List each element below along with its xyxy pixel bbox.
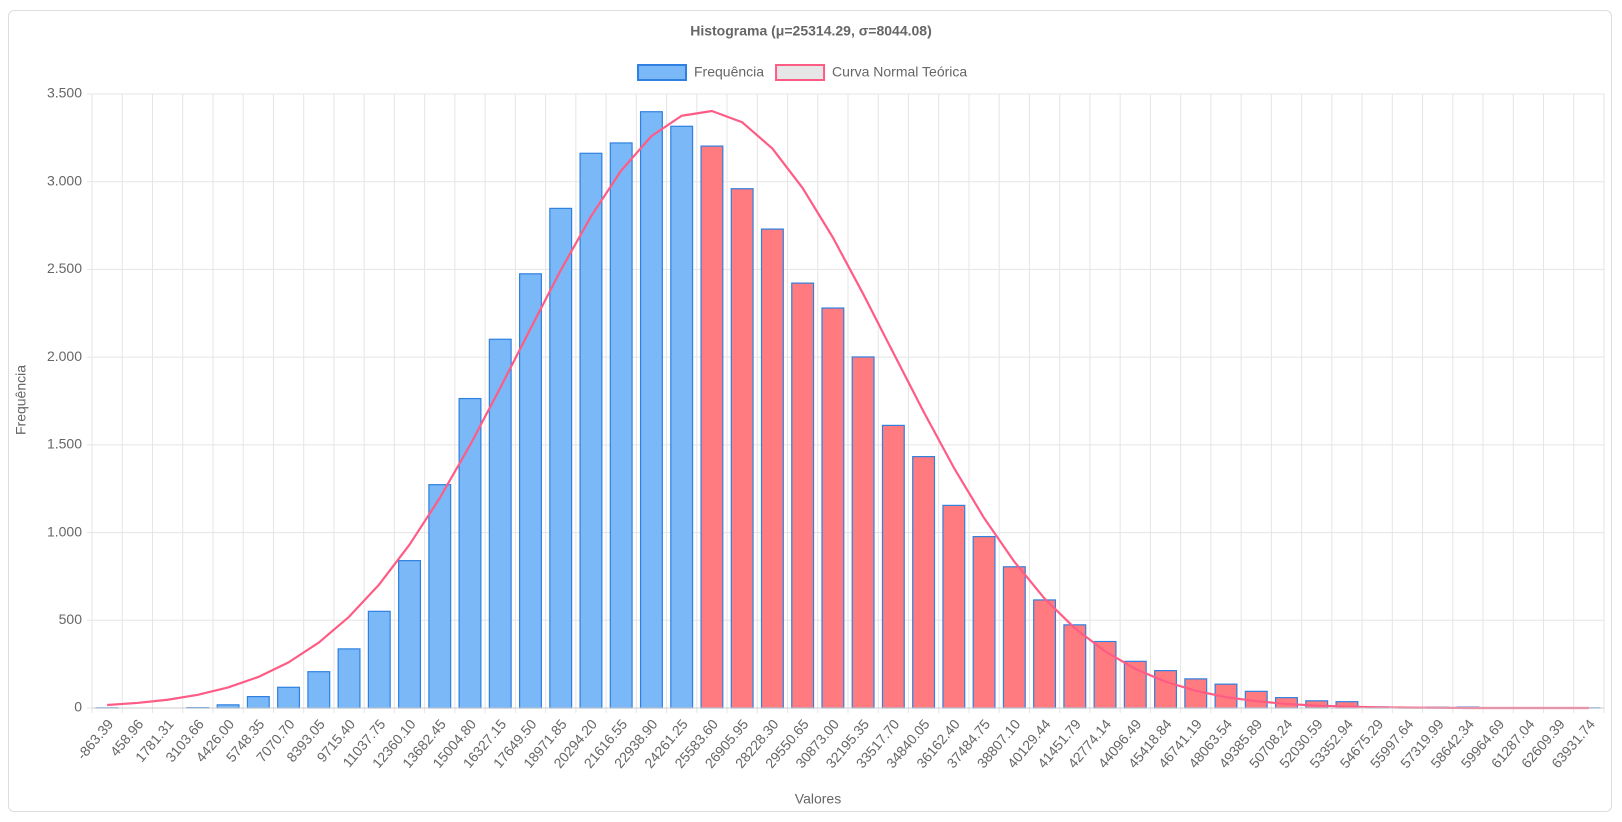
bar <box>609 142 633 709</box>
y-tick-label: 1.500 <box>47 436 82 452</box>
bar <box>488 338 512 709</box>
legend-label: Frequência <box>694 64 764 80</box>
bar <box>1033 599 1057 709</box>
y-tick-label: 2.500 <box>47 260 82 276</box>
bar <box>639 111 663 709</box>
bar <box>791 282 815 709</box>
y-tick-label: 1.000 <box>47 523 82 539</box>
bar <box>307 671 331 709</box>
bar <box>942 504 966 709</box>
chart-card <box>8 10 1612 812</box>
y-tick-label: 0 <box>74 699 82 715</box>
bar <box>518 273 542 709</box>
bar <box>428 484 452 709</box>
y-tick-label: 3.500 <box>47 85 82 101</box>
bar <box>1063 624 1087 709</box>
x-tick-label: -863.39 <box>73 716 116 763</box>
chart-title: Histograma (μ=25314.29, σ=8044.08) <box>690 23 932 39</box>
bar <box>337 648 361 709</box>
y-tick-label: 2.000 <box>47 348 82 364</box>
bar <box>398 560 422 709</box>
bar <box>1002 566 1026 709</box>
bar <box>821 307 845 709</box>
y-tick-label: 3.000 <box>47 172 82 188</box>
y-axis-title: Frequência <box>13 365 29 435</box>
bar <box>277 686 301 709</box>
bar <box>730 188 754 709</box>
x-axis-title: Valores <box>795 791 841 807</box>
bar <box>1154 670 1178 709</box>
legend-label: Curva Normal Teórica <box>832 64 967 80</box>
bar <box>246 695 270 709</box>
bar <box>972 536 996 709</box>
bar <box>881 424 905 709</box>
bar <box>912 456 936 709</box>
bar <box>700 145 724 709</box>
bar <box>367 610 391 709</box>
bar <box>851 356 875 709</box>
line <box>107 109 1589 710</box>
y-tick-label: 500 <box>59 611 83 627</box>
legend-swatch <box>775 64 826 81</box>
legend-swatch <box>637 64 687 81</box>
bar <box>579 152 603 709</box>
bar <box>760 228 784 709</box>
bar <box>670 125 694 709</box>
